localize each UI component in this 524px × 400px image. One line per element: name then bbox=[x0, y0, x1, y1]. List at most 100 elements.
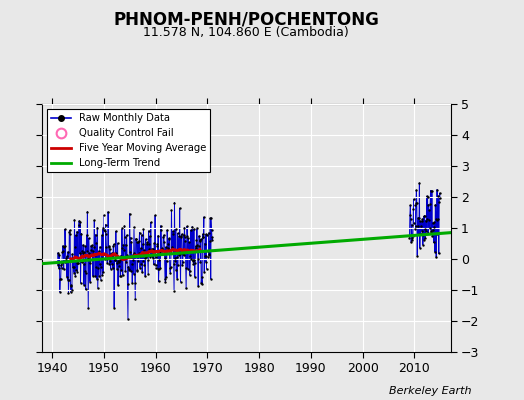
Point bbox=[152, 264, 160, 271]
Point bbox=[143, 241, 151, 247]
Point bbox=[91, 252, 99, 259]
Point bbox=[125, 266, 134, 272]
Point bbox=[183, 223, 191, 230]
Point bbox=[431, 202, 440, 208]
Point bbox=[208, 237, 216, 243]
Point bbox=[121, 268, 129, 274]
Point bbox=[189, 257, 197, 264]
Point bbox=[106, 257, 114, 264]
Point bbox=[413, 252, 421, 259]
Point bbox=[424, 230, 432, 236]
Point bbox=[72, 232, 80, 238]
Point bbox=[145, 241, 153, 248]
Point bbox=[111, 255, 119, 262]
Point bbox=[411, 225, 419, 232]
Point bbox=[190, 257, 199, 264]
Point bbox=[154, 232, 162, 239]
Point bbox=[167, 250, 175, 256]
Point bbox=[100, 212, 108, 218]
Point bbox=[58, 260, 66, 266]
Point bbox=[109, 242, 117, 249]
Point bbox=[101, 256, 110, 262]
Point bbox=[423, 216, 431, 222]
Point bbox=[409, 206, 418, 212]
Point bbox=[137, 261, 146, 268]
Point bbox=[94, 248, 103, 254]
Point bbox=[173, 230, 182, 236]
Point bbox=[102, 231, 110, 237]
Point bbox=[159, 247, 167, 253]
Point bbox=[134, 258, 143, 264]
Point bbox=[65, 228, 73, 235]
Point bbox=[123, 232, 131, 238]
Point bbox=[61, 226, 69, 232]
Point bbox=[67, 283, 75, 289]
Point bbox=[205, 251, 213, 258]
Point bbox=[84, 235, 93, 242]
Point bbox=[432, 216, 440, 222]
Point bbox=[186, 253, 194, 260]
Point bbox=[410, 202, 419, 208]
Point bbox=[61, 243, 70, 249]
Legend: Raw Monthly Data, Quality Control Fail, Five Year Moving Average, Long-Term Tren: Raw Monthly Data, Quality Control Fail, … bbox=[47, 109, 210, 172]
Point bbox=[149, 246, 158, 252]
Point bbox=[156, 264, 165, 271]
Point bbox=[114, 282, 122, 288]
Point bbox=[174, 262, 182, 268]
Point bbox=[422, 228, 431, 234]
Point bbox=[176, 251, 184, 257]
Point bbox=[81, 268, 89, 274]
Point bbox=[170, 287, 178, 294]
Point bbox=[207, 214, 215, 221]
Point bbox=[427, 187, 435, 194]
Point bbox=[78, 248, 86, 254]
Point bbox=[71, 244, 79, 250]
Point bbox=[421, 235, 430, 241]
Point bbox=[171, 255, 179, 262]
Point bbox=[97, 255, 106, 261]
Point bbox=[198, 274, 206, 280]
Point bbox=[168, 244, 176, 250]
Point bbox=[84, 255, 92, 261]
Point bbox=[86, 257, 95, 264]
Point bbox=[410, 220, 418, 226]
Point bbox=[196, 236, 205, 242]
Point bbox=[92, 264, 101, 270]
Point bbox=[158, 246, 166, 252]
Point bbox=[64, 277, 73, 283]
Point bbox=[197, 280, 205, 286]
Point bbox=[99, 269, 107, 275]
Point bbox=[59, 243, 67, 249]
Point bbox=[99, 225, 107, 231]
Point bbox=[182, 247, 191, 253]
Point bbox=[90, 244, 98, 250]
Point bbox=[99, 272, 107, 278]
Point bbox=[189, 260, 198, 267]
Point bbox=[138, 269, 146, 276]
Point bbox=[89, 250, 97, 257]
Point bbox=[420, 212, 429, 219]
Point bbox=[433, 186, 441, 193]
Point bbox=[133, 267, 141, 273]
Point bbox=[128, 280, 136, 286]
Point bbox=[105, 261, 114, 267]
Point bbox=[64, 248, 72, 255]
Point bbox=[195, 233, 203, 239]
Point bbox=[415, 231, 423, 237]
Point bbox=[195, 238, 204, 244]
Point bbox=[190, 226, 198, 232]
Point bbox=[58, 249, 67, 256]
Point bbox=[416, 244, 424, 251]
Point bbox=[194, 283, 202, 289]
Point bbox=[69, 255, 78, 261]
Point bbox=[93, 276, 101, 282]
Point bbox=[166, 265, 174, 272]
Point bbox=[434, 216, 442, 222]
Point bbox=[410, 196, 418, 202]
Point bbox=[178, 231, 186, 237]
Point bbox=[208, 227, 216, 233]
Point bbox=[175, 252, 183, 258]
Point bbox=[91, 232, 100, 238]
Point bbox=[108, 250, 116, 256]
Point bbox=[83, 208, 92, 215]
